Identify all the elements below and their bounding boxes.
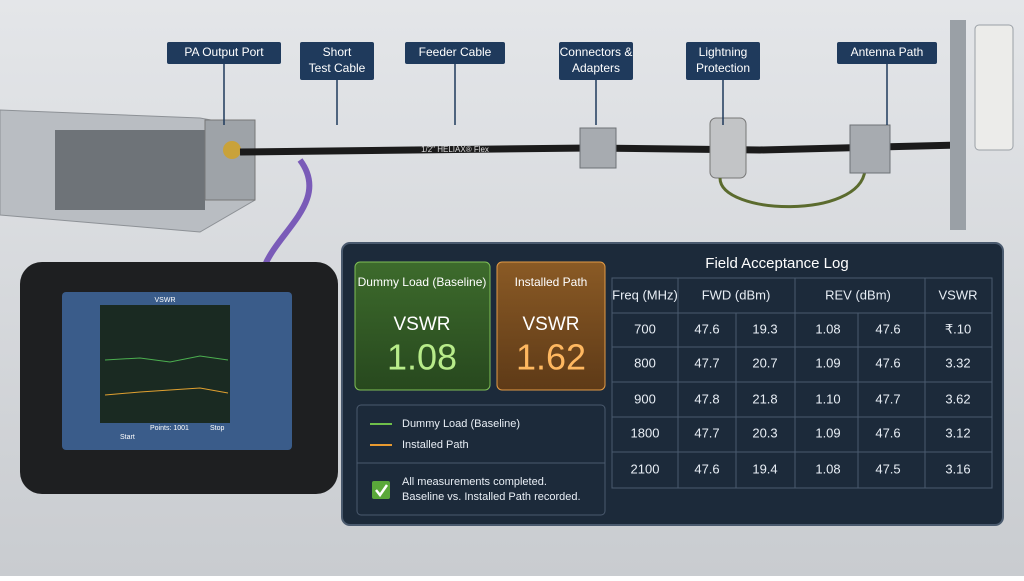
table-cell: 47.7	[694, 425, 719, 440]
table-cell: 700	[634, 321, 656, 336]
callout-label: PA Output Port	[184, 45, 264, 59]
table-cell: 800	[634, 355, 656, 370]
card-title: Installed Path	[515, 275, 588, 289]
table-cell: 47.5	[875, 461, 900, 476]
table-cell: 1.09	[815, 425, 840, 440]
table-cell: 1.09	[815, 355, 840, 370]
status-line: All measurements completed.	[402, 476, 547, 488]
card-title: Dummy Load (Baseline)	[358, 275, 487, 289]
callouts: PA Output Port Short Test Cable Feeder Cabl…	[167, 42, 937, 125]
table-cell: 47.6	[875, 321, 900, 336]
screen-points: Points: 1001	[150, 425, 189, 432]
table-header: FWD (dBm)	[702, 287, 771, 302]
table-cell: 1800	[631, 425, 660, 440]
card-label: VSWR	[523, 314, 580, 335]
table-header: VSWR	[939, 287, 978, 302]
callout-line: Short	[323, 45, 352, 59]
table: Freq (MHz) FWD (dBm) REV (dBm) VSWR 700 47.6 1…	[612, 278, 992, 488]
screen-title: VSWR	[155, 297, 176, 304]
screen-stop: Stop	[210, 425, 225, 432]
screen-start: Start	[120, 434, 135, 441]
cable-label: 1/2" HELIAX® Flex	[421, 145, 489, 154]
table-cell: 20.7	[752, 355, 777, 370]
callout-line: Lightning	[699, 45, 748, 59]
table-cell: 47.7	[694, 355, 719, 370]
table-cell: 47.6	[694, 461, 719, 476]
table-cell: 19.3	[752, 321, 777, 336]
callout-box	[686, 42, 760, 80]
callout-box	[405, 42, 505, 64]
table-cell: 47.6	[875, 425, 900, 440]
table-cell: 1.08	[815, 461, 840, 476]
callout-box	[300, 42, 374, 80]
table-cell: 47.8	[694, 391, 719, 406]
table-cell: 3.62	[945, 391, 970, 406]
callout-label: Connectors & Adapters	[560, 45, 633, 75]
table-cell: 3.16	[945, 461, 970, 476]
table-cell: 47.6	[694, 321, 719, 336]
legend-entry: Installed Path	[402, 439, 469, 451]
callout-box	[559, 42, 633, 80]
table-cell: 900	[634, 391, 656, 406]
log-panel: Dummy Load (Baseline) VSWR 1.08 Installe…	[341, 242, 1004, 526]
callout-box	[837, 42, 937, 64]
callout-line: Adapters	[572, 61, 620, 75]
table-cell: 1.10	[815, 391, 840, 406]
callout-label: Lightning Protection	[696, 45, 750, 75]
card-value: 1.08	[387, 337, 457, 378]
table-cell: 1.08	[815, 321, 840, 336]
table-cell: 19.4	[752, 461, 777, 476]
callout-line: Test Cable	[309, 61, 366, 75]
callout-label: Short Test Cable	[309, 45, 366, 75]
callout-label: Feeder Cable	[419, 45, 492, 59]
callout-line: Connectors &	[560, 45, 633, 59]
table-title: Field Acceptance Log	[705, 255, 848, 272]
table-header: REV (dBm)	[825, 287, 891, 302]
table-cell: 20.3	[752, 425, 777, 440]
card-value: 1.62	[516, 337, 586, 378]
table-cell: 47.6	[875, 355, 900, 370]
callout-line: Protection	[696, 61, 750, 75]
callout-box	[167, 42, 281, 64]
table-cell: 3.12	[945, 425, 970, 440]
table-cell: 2100	[631, 461, 660, 476]
status-line: Baseline vs. Installed Path recorded.	[402, 491, 581, 503]
table-cell: 21.8	[752, 391, 777, 406]
card-label: VSWR	[394, 314, 451, 335]
table-cell: ₹.10	[945, 321, 971, 336]
table-header: Freq (MHz)	[612, 287, 678, 302]
legend-entry: Dummy Load (Baseline)	[402, 418, 520, 430]
callout-label: Antenna Path	[851, 45, 924, 59]
table-cell: 47.7	[875, 391, 900, 406]
equipment	[0, 20, 1014, 494]
table-cell: 3.32	[945, 355, 970, 370]
